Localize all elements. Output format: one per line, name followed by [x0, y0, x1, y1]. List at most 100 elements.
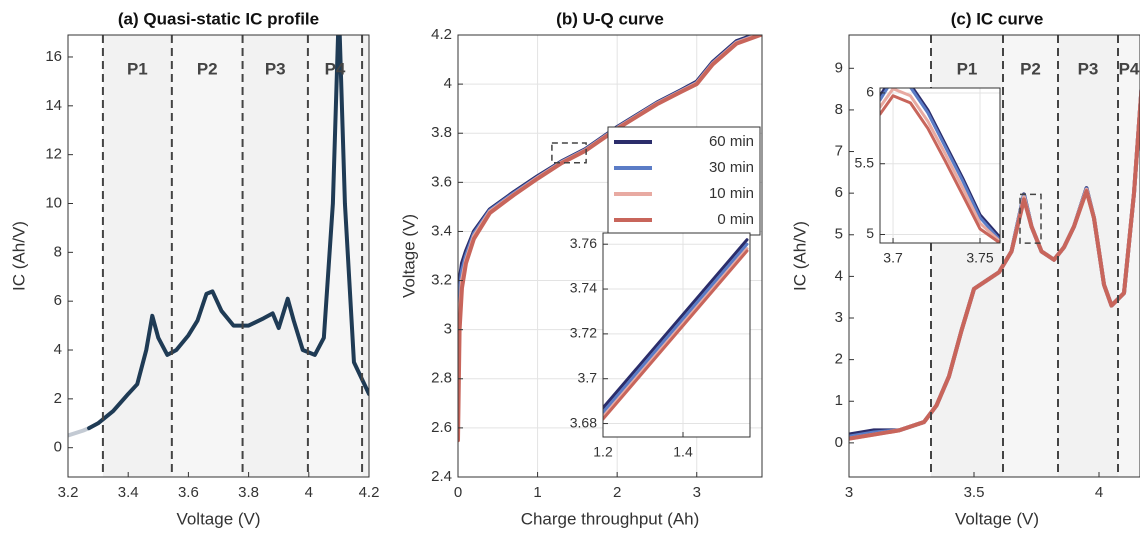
- plot: [603, 233, 750, 437]
- y-axis-label: IC (Ah/V): [790, 221, 809, 291]
- panel: P1 P2 P3 P4 3 3.5 4 0 1 2 3 4 5 6 7 8 9 (c) IC curve Volta…: [790, 9, 1140, 528]
- x-tick-label: 1.4: [673, 444, 693, 460]
- chart-title: (c) IC curve: [951, 9, 1044, 28]
- y-tick-label: 2.6: [431, 419, 452, 436]
- series-line: [603, 249, 749, 421]
- x-tick-label: 3.75: [966, 250, 993, 266]
- y-tick-label: 5: [866, 225, 874, 241]
- axes-frame: [67, 34, 370, 478]
- region-label: P1: [127, 59, 148, 78]
- region-label: P3: [265, 59, 286, 78]
- y-tick-label: 10: [45, 194, 62, 211]
- y-tick-label: 3: [835, 309, 843, 326]
- legend: 60 min 30 min 10 min 0 min: [607, 126, 761, 236]
- x-tick-label: 3.2: [58, 484, 79, 501]
- region-shade: [362, 35, 369, 477]
- legend-label: 10 min: [709, 185, 754, 202]
- y-tick-label: 3.68: [570, 414, 597, 430]
- region-shade: [102, 35, 172, 477]
- region-label: P4: [325, 59, 346, 78]
- region-shade: [1058, 35, 1118, 477]
- chart-title: (b) U-Q curve: [556, 9, 664, 28]
- y-tick-label: 3.4: [431, 222, 452, 239]
- x-tick-label: 3.5: [964, 484, 985, 501]
- x-tick-label: 3: [845, 484, 853, 501]
- y-tick-label: 7: [835, 143, 843, 160]
- axes-frame: [848, 34, 1140, 478]
- region-label: P3: [1078, 59, 1099, 78]
- y-axis-label: Voltage (V): [399, 214, 418, 298]
- chart-title: (a) Quasi-static IC profile: [118, 9, 319, 28]
- y-tick-label: 9: [835, 59, 843, 76]
- y-tick-label: 3.2: [431, 272, 452, 289]
- y-tick-label: 12: [45, 146, 62, 163]
- x-tick-label: 3.8: [238, 484, 259, 501]
- y-tick-label: 4: [54, 341, 62, 358]
- zoom-box: [1019, 193, 1042, 244]
- region-label: P2: [197, 59, 218, 78]
- y-tick-label: 3: [444, 321, 452, 338]
- y-tick-label: 3.6: [431, 173, 452, 190]
- x-tick-label: 3.6: [178, 484, 199, 501]
- region-label: P1: [957, 59, 978, 78]
- x-tick-label: 4: [305, 484, 313, 501]
- y-tick-label: 5.5: [855, 154, 875, 170]
- y-tick-label: 3.74: [570, 280, 597, 296]
- legend-label: 0 min: [717, 211, 754, 228]
- plot: [68, 35, 369, 477]
- x-axis-label: Charge throughput (Ah): [521, 509, 700, 528]
- axes-frame: [457, 34, 763, 478]
- x-tick-label: 1: [533, 484, 541, 501]
- series-line: [458, 35, 762, 443]
- y-tick-label: 4.2: [431, 26, 452, 43]
- x-tick-label: 4.2: [359, 484, 380, 501]
- series-line: [849, 87, 1140, 441]
- y-tick-label: 2: [54, 390, 62, 407]
- x-tick-label: 3.4: [118, 484, 139, 501]
- legend-label: 60 min: [709, 133, 754, 150]
- series-line: [880, 94, 1000, 243]
- y-tick-label: 4: [444, 75, 452, 92]
- x-tick-label: 0: [454, 484, 462, 501]
- y-tick-label: 5: [835, 226, 843, 243]
- y-tick-label: 14: [45, 97, 62, 114]
- y-tick-label: 0: [835, 434, 843, 451]
- y-tick-label: 16: [45, 48, 62, 65]
- x-tick-label: 3.7: [883, 250, 903, 266]
- y-tick-label: 2.4: [431, 468, 452, 485]
- plot: [880, 88, 1000, 243]
- x-tick-label: 1.2: [593, 444, 613, 460]
- y-axis-label: IC (Ah/V): [9, 221, 28, 291]
- y-tick-label: 3.72: [570, 325, 597, 341]
- y-tick-label: 3.8: [431, 124, 452, 141]
- series-line: [603, 242, 749, 414]
- series-line: [603, 238, 749, 410]
- region-label: P4: [1119, 59, 1140, 78]
- x-tick-label: 4: [1095, 484, 1103, 501]
- y-tick-label: 6: [54, 292, 62, 309]
- y-tick-label: 6: [866, 84, 874, 100]
- series-line: [68, 426, 92, 438]
- region-shade: [242, 35, 308, 477]
- y-tick-label: 0: [54, 439, 62, 456]
- y-tick-label: 8: [54, 243, 62, 260]
- panel: P1 P2 P3 P4 3.2 3.4 3.6 3.8 4 4.2 0 2 4 6 8 10 12 14 16 (a)…: [9, 9, 380, 528]
- series-line: [880, 88, 1000, 243]
- axes-frame: [879, 87, 1001, 244]
- region-label: P2: [1020, 59, 1041, 78]
- y-tick-label: 3.76: [570, 235, 597, 251]
- y-tick-label: 2.8: [431, 370, 452, 387]
- y-tick-label: 2: [835, 351, 843, 368]
- series-line: [87, 35, 369, 431]
- axes-frame: [602, 232, 751, 438]
- x-tick-label: 3: [693, 484, 701, 501]
- y-tick-label: 8: [835, 101, 843, 118]
- legend-label: 30 min: [709, 159, 754, 176]
- panel: 1.2 1.4 3.68 3.7 3.72 3.74 3.76: [570, 232, 751, 460]
- zoom-box: [551, 142, 587, 164]
- panel: 3.7 3.75 5 5.5 6: [855, 84, 1001, 266]
- y-tick-label: 6: [835, 184, 843, 201]
- x-tick-label: 2: [613, 484, 621, 501]
